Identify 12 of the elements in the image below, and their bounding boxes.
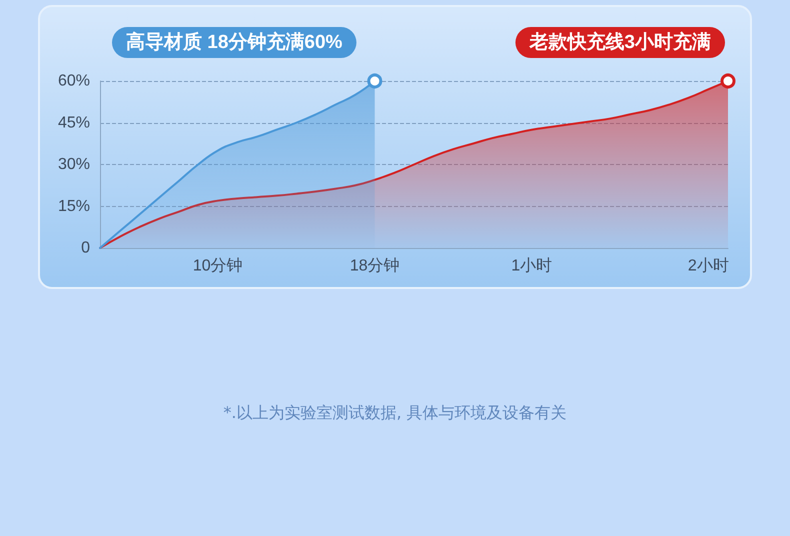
x-tick-label: 18分钟 — [350, 258, 400, 274]
series-label: 老款快充线3小时充满 — [528, 31, 712, 53]
y-tick-label: 30% — [58, 156, 90, 173]
y-tick-label: 60% — [58, 72, 90, 90]
x-tick-label: 1小时 — [511, 256, 552, 274]
x-tick-label: 10分钟 — [192, 258, 243, 274]
y-tick-label: 15% — [58, 198, 90, 215]
series-label: 高导材质 18分钟充满60% — [126, 31, 343, 53]
y-tick-label: 0 — [81, 240, 90, 256]
y-tick-label: 45% — [58, 114, 90, 132]
x-tick-label: 2小时 — [688, 256, 729, 274]
text: *.以上为实验室测试数据, 具体与环境及设备有关 — [222, 403, 568, 424]
